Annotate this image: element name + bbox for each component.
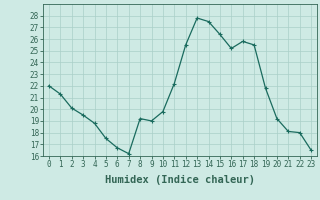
X-axis label: Humidex (Indice chaleur): Humidex (Indice chaleur) <box>105 175 255 185</box>
